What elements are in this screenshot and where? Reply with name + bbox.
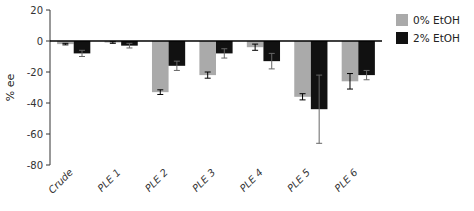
error-cap — [221, 58, 227, 59]
y-tick-label: -80 — [27, 160, 43, 171]
y-axis-label: % ee — [4, 74, 17, 102]
legend-label: 0% EtOH — [413, 14, 460, 26]
error-cap — [174, 70, 180, 71]
error-cap — [205, 78, 211, 79]
x-tick-label: PLE 6 — [332, 167, 359, 194]
error-line — [271, 53, 272, 69]
error-cap — [62, 44, 68, 45]
error-line — [319, 75, 320, 143]
error-cap — [62, 43, 68, 44]
error-cap — [79, 56, 85, 57]
error-cap — [221, 48, 227, 49]
error-bar — [110, 42, 116, 44]
x-axis: Crude PLE 1 PLE 2 PLE 3 PLE 4 PLE 5 PLE 6 — [46, 167, 360, 196]
error-cap — [347, 73, 353, 74]
x-tick-label: Crude — [46, 167, 75, 196]
bar — [358, 41, 375, 75]
error-line — [176, 61, 177, 70]
error-bar — [300, 94, 306, 100]
error-line — [302, 94, 303, 100]
error-bar — [157, 90, 163, 95]
legend-swatch — [396, 32, 408, 44]
error-cap — [174, 61, 180, 62]
error-cap — [269, 68, 275, 69]
error-cap — [205, 72, 211, 73]
chart-svg: -80 -60 -40 -20 0 20 % ee Crude PLE 1 PLE 2 PLE 3 P… — [0, 0, 474, 211]
plot-area — [57, 41, 375, 143]
bar — [199, 41, 216, 75]
error-line — [224, 49, 225, 58]
error-cap — [79, 50, 85, 51]
error-line — [366, 70, 367, 79]
x-tick-label: PLE 3 — [190, 167, 217, 194]
error-line — [160, 90, 161, 95]
y-tick — [46, 10, 50, 11]
error-bar — [364, 70, 370, 79]
error-cap — [316, 143, 322, 144]
error-bar — [252, 44, 258, 50]
y-tick — [46, 41, 50, 42]
error-bar — [316, 75, 322, 143]
error-cap — [316, 75, 322, 76]
y-tick-label: -40 — [27, 98, 43, 109]
y-axis-line — [50, 10, 51, 165]
error-cap — [110, 43, 116, 44]
error-cap — [347, 89, 353, 90]
y-tick — [46, 72, 50, 73]
error-line — [129, 43, 130, 48]
error-cap — [157, 89, 163, 90]
y-axis: -80 -60 -40 -20 0 20 — [27, 5, 50, 171]
error-line — [349, 74, 350, 90]
error-cap — [157, 94, 163, 95]
y-tick — [46, 134, 50, 135]
legend: 0% EtOH 2% EtOH — [396, 14, 460, 44]
y-tick — [46, 165, 50, 166]
error-cap — [300, 99, 306, 100]
error-bar — [269, 53, 275, 69]
bar-series — [74, 41, 375, 143]
error-cap — [300, 93, 306, 94]
error-cap — [252, 50, 258, 51]
legend-swatch — [396, 14, 408, 26]
legend-label: 2% EtOH — [413, 32, 460, 44]
bar — [152, 41, 169, 92]
x-tick-label: PLE 4 — [238, 167, 265, 194]
error-cap — [364, 70, 370, 71]
error-bar — [79, 50, 85, 56]
bar — [294, 41, 311, 97]
x-tick-label: PLE 5 — [285, 167, 312, 194]
error-cap — [126, 43, 132, 44]
y-tick-label: 20 — [30, 5, 43, 16]
error-line — [82, 50, 83, 56]
zero-line — [50, 40, 382, 42]
error-cap — [269, 53, 275, 54]
error-cap — [126, 47, 132, 48]
x-tick-label: PLE 2 — [143, 167, 170, 194]
y-tick-label: 0 — [37, 36, 43, 47]
error-bar — [174, 61, 180, 70]
error-bar — [347, 74, 353, 90]
error-cap — [252, 44, 258, 45]
y-tick — [46, 103, 50, 104]
error-bar — [126, 43, 132, 48]
error-bar — [205, 72, 211, 78]
y-tick-label: -20 — [27, 67, 43, 78]
error-cap — [364, 79, 370, 80]
chart-container: -80 -60 -40 -20 0 20 % ee Crude PLE 1 PLE 2 PLE 3 P… — [0, 0, 474, 211]
y-tick-label: -60 — [27, 129, 43, 140]
x-tick-label: PLE 1 — [95, 167, 122, 194]
error-bar — [221, 49, 227, 58]
error-line — [207, 72, 208, 78]
error-line — [255, 44, 256, 50]
error-bar — [62, 43, 68, 45]
